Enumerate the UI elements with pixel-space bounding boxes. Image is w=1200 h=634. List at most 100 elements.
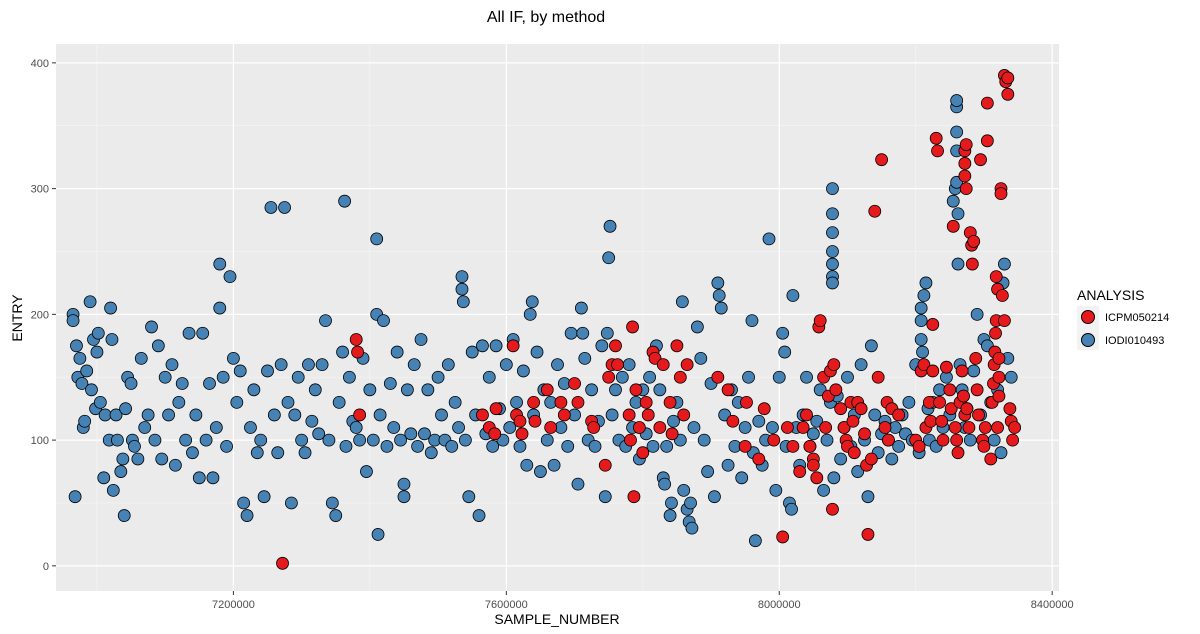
data-point-iodi010493	[339, 439, 353, 453]
data-point-iodi010493	[244, 421, 257, 434]
data-point-iodi010493	[820, 433, 834, 447]
x-axis-ticks: 7200000 7600000 8000000 8400000	[212, 591, 1074, 611]
data-point-icpm050214	[757, 402, 771, 416]
data-point-icpm050214	[935, 414, 949, 428]
data-point-iodi010493	[332, 395, 346, 409]
data-point-iodi010493	[254, 433, 268, 447]
data-point-iodi010493	[551, 358, 564, 372]
data-point-icpm050214	[1008, 421, 1022, 434]
data-point-icpm050214	[677, 408, 691, 422]
data-point-iodi010493	[643, 370, 657, 384]
data-point-iodi010493	[431, 370, 445, 384]
data-point-iodi010493	[605, 408, 619, 422]
data-point-iodi010493	[914, 314, 928, 328]
data-point-icpm050214	[861, 528, 875, 541]
data-point-iodi010493	[602, 251, 616, 265]
data-point-icpm050214	[868, 204, 882, 218]
data-point-iodi010493	[250, 446, 264, 460]
data-point-iodi010493	[312, 427, 326, 441]
data-point-iodi010493	[435, 408, 448, 422]
data-point-icpm050214	[958, 157, 972, 170]
data-point-iodi010493	[946, 194, 960, 208]
data-point-iodi010493	[109, 408, 123, 422]
data-point-icpm050214	[959, 182, 973, 196]
data-point-iodi010493	[622, 358, 636, 372]
data-point-iodi010493	[70, 339, 83, 353]
data-point-icpm050214	[810, 471, 824, 485]
data-point-iodi010493	[826, 226, 839, 240]
data-point-icpm050214	[892, 408, 906, 422]
data-point-iodi010493	[482, 370, 496, 384]
data-point-iodi010493	[91, 326, 105, 340]
data-point-icpm050214	[670, 339, 684, 353]
data-point-iodi010493	[1004, 370, 1018, 384]
data-point-icpm050214	[726, 414, 740, 428]
data-point-icpm050214	[998, 314, 1011, 328]
data-point-iodi010493	[503, 421, 517, 434]
data-point-iodi010493	[295, 433, 309, 447]
data-point-iodi010493	[800, 370, 813, 384]
data-point-icpm050214	[803, 439, 817, 453]
data-point-icpm050214	[940, 360, 953, 374]
data-point-iodi010493	[578, 351, 592, 365]
data-point-iodi010493	[448, 395, 462, 409]
data-point-iodi010493	[963, 433, 977, 447]
data-point-icpm050214	[626, 320, 639, 334]
data-point-iodi010493	[363, 383, 377, 397]
data-point-iodi010493	[854, 358, 868, 372]
data-point-icpm050214	[513, 414, 527, 428]
data-point-iodi010493	[78, 414, 92, 428]
data-point-iodi010493	[561, 439, 575, 453]
data-point-iodi010493	[206, 471, 220, 485]
data-point-icpm050214	[989, 326, 1002, 340]
data-point-icpm050214	[680, 358, 694, 372]
data-point-iodi010493	[455, 282, 469, 296]
data-point-iodi010493	[90, 345, 104, 359]
data-point-iodi010493	[342, 370, 356, 384]
data-point-iodi010493	[213, 257, 227, 271]
x-tick-label: 7600000	[485, 599, 528, 611]
data-point-iodi010493	[752, 414, 766, 428]
data-point-icpm050214	[489, 402, 503, 416]
data-point-iodi010493	[230, 395, 244, 409]
data-point-iodi010493	[373, 408, 387, 422]
data-point-icpm050214	[992, 389, 1006, 403]
data-point-iodi010493	[701, 465, 715, 478]
data-point-icpm050214	[837, 421, 851, 434]
data-point-icpm050214	[544, 421, 558, 434]
data-point-iodi010493	[916, 345, 929, 359]
data-point-iodi010493	[834, 452, 848, 466]
data-point-iodi010493	[407, 358, 421, 372]
data-point-iodi010493	[489, 339, 503, 353]
data-point-iodi010493	[117, 509, 131, 522]
data-point-iodi010493	[742, 370, 755, 384]
data-point-iodi010493	[397, 477, 411, 491]
data-point-icpm050214	[846, 414, 860, 428]
data-point-icpm050214	[1003, 402, 1017, 416]
data-point-icpm050214	[950, 433, 964, 447]
data-point-iodi010493	[684, 496, 697, 510]
data-point-iodi010493	[665, 496, 678, 510]
data-point-iodi010493	[85, 383, 98, 397]
data-point-iodi010493	[196, 326, 210, 340]
data-point-iodi010493	[510, 395, 523, 409]
data-point-iodi010493	[128, 439, 141, 453]
data-point-iodi010493	[278, 201, 291, 214]
data-point-iodi010493	[465, 345, 479, 359]
data-point-iodi010493	[735, 471, 749, 485]
data-point-iodi010493	[914, 333, 928, 346]
data-point-iodi010493	[919, 276, 933, 290]
data-point-iodi010493	[714, 301, 728, 315]
data-point-iodi010493	[325, 496, 339, 510]
data-point-icpm050214	[819, 421, 833, 434]
data-point-iodi010493	[892, 439, 906, 453]
data-point-iodi010493	[455, 270, 469, 284]
data-point-iodi010493	[414, 333, 428, 346]
data-point-icpm050214	[793, 465, 807, 478]
data-point-icpm050214	[882, 433, 895, 447]
data-point-icpm050214	[622, 408, 636, 422]
data-point-iodi010493	[950, 125, 964, 139]
data-point-iodi010493	[785, 502, 798, 516]
data-point-icpm050214	[611, 358, 624, 372]
data-point-iodi010493	[227, 351, 240, 365]
